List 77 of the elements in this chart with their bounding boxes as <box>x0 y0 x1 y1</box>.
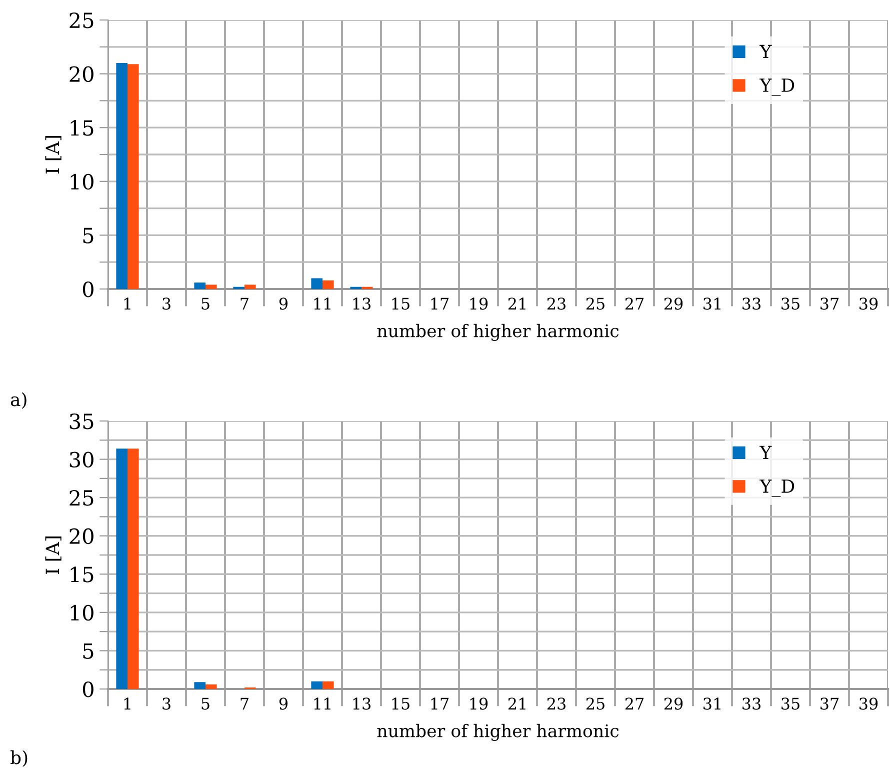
bar <box>311 681 322 689</box>
x-tick-label: 15 <box>392 298 410 310</box>
y-tick-label: 15 <box>70 120 94 136</box>
y-tick-label: 20 <box>70 66 94 82</box>
x-tick-label: 1 <box>124 698 130 710</box>
y-tick-label: 0 <box>82 281 94 298</box>
x-tick-label: 25 <box>586 698 604 710</box>
text: b) <box>10 750 28 767</box>
x-tick-label: 1 <box>124 298 130 310</box>
x-tick-label: 29 <box>664 698 683 710</box>
bar <box>322 681 334 689</box>
legend-label: Y_D <box>760 480 794 497</box>
bar <box>244 284 256 289</box>
x-tick-label: 23 <box>547 298 566 310</box>
x-tick-label: 35 <box>782 298 800 310</box>
y-axis-title: I [A] <box>45 136 62 174</box>
bar <box>116 448 128 689</box>
y-tick-label: 5 <box>83 643 94 659</box>
x-tick-label: 31 <box>704 298 720 310</box>
x-tick-label: 35 <box>782 698 800 710</box>
x-tick-label: 27 <box>625 298 644 310</box>
x-tick-label: 17 <box>431 698 449 710</box>
bar <box>194 682 206 689</box>
bar <box>206 684 217 689</box>
x-tick-label: 23 <box>547 698 566 710</box>
x-tick-label: 39 <box>860 698 878 710</box>
x-tick-label: 31 <box>704 698 720 710</box>
bar <box>322 280 334 289</box>
x-tick-label: 39 <box>860 298 878 310</box>
y-tick-label: 35 <box>70 413 94 430</box>
y-tick-label: 0 <box>82 681 94 698</box>
x-tick-label: 33 <box>742 298 760 310</box>
x-tick-label: 21 <box>508 298 526 310</box>
x-tick-label: 29 <box>664 298 683 310</box>
x-axis-title: number of higher harmonic <box>377 724 619 741</box>
bar <box>128 64 139 289</box>
y-tick-label: 10 <box>70 604 94 621</box>
y-tick-label: 30 <box>70 452 94 468</box>
text: a) <box>10 392 26 409</box>
x-tick-label: 15 <box>392 698 410 710</box>
y-tick-label: 25 <box>70 490 94 506</box>
x-tick-label: 11 <box>314 298 330 310</box>
x-tick-label: 5 <box>202 298 210 310</box>
x-tick-label: 13 <box>353 698 370 710</box>
x-tick-label: 11 <box>314 698 330 710</box>
y-tick-label: 25 <box>70 12 94 28</box>
y-tick-label: 10 <box>70 174 94 190</box>
x-tick-label: 3 <box>162 298 170 310</box>
x-tick-label: 5 <box>202 698 210 710</box>
x-tick-label: 3 <box>162 698 170 710</box>
x-tick-label: 13 <box>353 298 370 310</box>
bar <box>194 282 206 289</box>
x-tick-label: 7 <box>240 298 248 310</box>
x-tick-label: 9 <box>279 298 288 310</box>
x-tick-label: 37 <box>820 298 839 310</box>
x-tick-label: 19 <box>470 698 488 710</box>
bar <box>116 63 128 289</box>
legend-label: Y <box>760 44 772 58</box>
legend-label: Y_D <box>760 78 794 96</box>
x-tick-label: 33 <box>742 698 760 710</box>
bar <box>311 278 322 289</box>
x-tick-label: 25 <box>586 298 604 310</box>
bar <box>128 448 139 689</box>
x-tick-label: 37 <box>820 698 839 710</box>
x-tick-label: 17 <box>431 298 449 310</box>
x-tick-label: 9 <box>279 698 288 710</box>
x-tick-label: 19 <box>470 298 488 310</box>
y-tick-label: 5 <box>83 228 94 244</box>
y-tick-label: 15 <box>70 566 94 582</box>
x-axis-title: number of higher harmonic <box>377 324 619 341</box>
bar <box>206 284 217 289</box>
x-tick-label: 21 <box>508 698 526 710</box>
x-tick-label: 7 <box>240 698 248 710</box>
x-tick-label: 27 <box>625 698 644 710</box>
y-axis-title: I [A] <box>45 536 62 574</box>
y-tick-label: 20 <box>70 528 94 544</box>
legend-label: Y <box>760 446 772 460</box>
